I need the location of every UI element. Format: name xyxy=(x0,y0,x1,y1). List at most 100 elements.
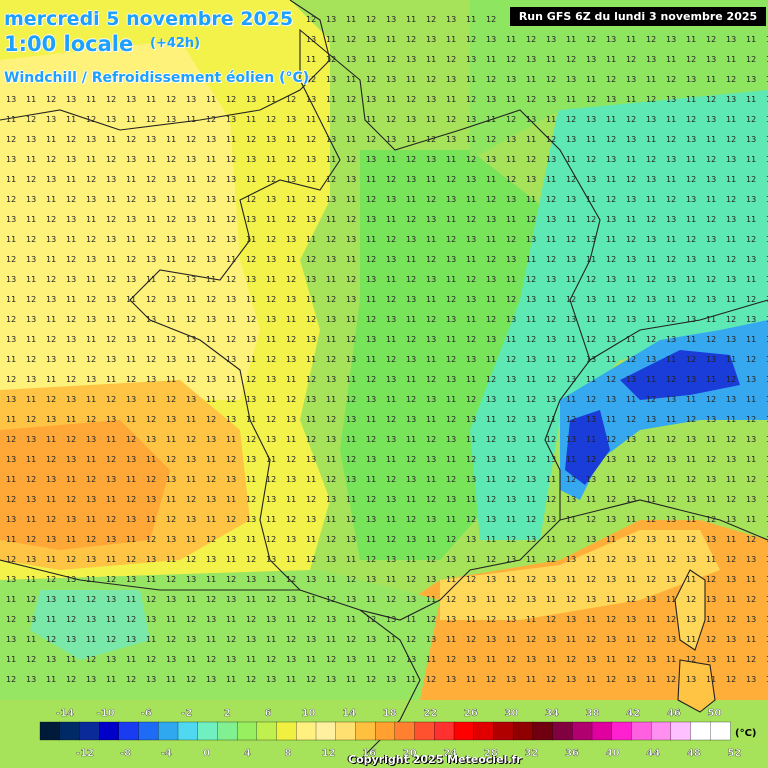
grid-value: 13 xyxy=(286,475,296,484)
grid-value: 13 xyxy=(466,115,476,124)
grid-value: 11 xyxy=(686,275,696,284)
grid-value: 12 xyxy=(306,675,316,684)
grid-value: 12 xyxy=(326,235,336,244)
grid-value: 13 xyxy=(206,255,216,264)
grid-value: 11 xyxy=(626,95,636,104)
grid-value: 13 xyxy=(606,215,616,224)
grid-value: 11 xyxy=(406,195,416,204)
grid-value: 12 xyxy=(486,255,496,264)
grid-value: 11 xyxy=(546,535,556,544)
grid-value: 12 xyxy=(126,375,136,384)
grid-value: 12 xyxy=(406,275,416,284)
grid-value: 12 xyxy=(186,615,196,624)
grid-value: 11 xyxy=(386,335,396,344)
grid-value: 13 xyxy=(126,275,136,284)
grid-value: 13 xyxy=(706,355,716,364)
grid-value: 11 xyxy=(406,675,416,684)
grid-value: 11 xyxy=(626,215,636,224)
grid-value: 12 xyxy=(566,295,576,304)
grid-value: 13 xyxy=(26,615,36,624)
grid-value: 12 xyxy=(226,575,236,584)
grid-value: 12 xyxy=(466,575,476,584)
grid-value: 12 xyxy=(506,415,516,424)
grid-value: 11 xyxy=(626,35,636,44)
grid-value: 11 xyxy=(426,235,436,244)
grid-value: 11 xyxy=(666,475,676,484)
grid-value: 12 xyxy=(46,215,56,224)
grid-value: 11 xyxy=(326,635,336,644)
grid-value: 11 xyxy=(546,355,556,364)
grid-value: 12 xyxy=(646,635,656,644)
grid-value: 13 xyxy=(346,415,356,424)
grid-value: 13 xyxy=(146,435,156,444)
legend-tick-bottom: 0 xyxy=(203,748,210,759)
legend-tick-bottom: -12 xyxy=(76,748,94,759)
grid-value: 11 xyxy=(666,295,676,304)
grid-value: 12 xyxy=(226,275,236,284)
grid-value: 12 xyxy=(106,95,116,104)
grid-value: 11 xyxy=(506,215,516,224)
grid-value: 12 xyxy=(526,575,536,584)
grid-value: 11 xyxy=(6,475,16,484)
grid-value: 13 xyxy=(566,255,576,264)
grid-value: 11 xyxy=(546,415,556,424)
grid-value: 13 xyxy=(686,615,696,624)
grid-value: 11 xyxy=(66,355,76,364)
grid-value: 13 xyxy=(326,255,336,264)
grid-value: 13 xyxy=(306,455,316,464)
grid-value: 12 xyxy=(46,575,56,584)
grid-value: 12 xyxy=(466,515,476,524)
grid-value: 12 xyxy=(186,315,196,324)
grid-value: 12 xyxy=(66,615,76,624)
grid-value: 11 xyxy=(746,395,756,404)
grid-value: 11 xyxy=(146,275,156,284)
grid-value: 11 xyxy=(326,95,336,104)
grid-value: 12 xyxy=(346,335,356,344)
grid-value: 11 xyxy=(306,595,316,604)
grid-value: 13 xyxy=(206,315,216,324)
grid-value: 12 xyxy=(546,435,556,444)
grid-value: 13 xyxy=(46,415,56,424)
grid-value: 12 xyxy=(746,415,756,424)
grid-value: 12 xyxy=(446,235,456,244)
grid-value: 12 xyxy=(186,675,196,684)
grid-value: 11 xyxy=(306,235,316,244)
grid-value: 11 xyxy=(506,575,516,584)
grid-value: 13 xyxy=(746,495,756,504)
grid-value: 12 xyxy=(346,35,356,44)
grid-value: 11 xyxy=(426,115,436,124)
grid-value: 12 xyxy=(66,135,76,144)
grid-value: 13 xyxy=(746,555,756,564)
grid-value: 13 xyxy=(746,615,756,624)
grid-value: 12 xyxy=(366,255,376,264)
grid-value: 12 xyxy=(126,135,136,144)
grid-value: 13 xyxy=(166,415,176,424)
grid-value: 12 xyxy=(546,375,556,384)
grid-value: 13 xyxy=(706,595,716,604)
grid-value: 11 xyxy=(146,395,156,404)
grid-value: 13 xyxy=(246,215,256,224)
grid-value: 13 xyxy=(646,595,656,604)
grid-value: 13 xyxy=(486,35,496,44)
grid-value: 12 xyxy=(306,315,316,324)
grid-value: 12 xyxy=(546,135,556,144)
grid-value: 11 xyxy=(346,495,356,504)
grid-value: 12 xyxy=(426,255,436,264)
grid-value: 11 xyxy=(666,115,676,124)
grid-value: 12 xyxy=(66,255,76,264)
grid-value: 13 xyxy=(106,415,116,424)
grid-value: 12 xyxy=(306,75,316,84)
grid-value: 12 xyxy=(526,455,536,464)
grid-value: 11 xyxy=(366,175,376,184)
grid-value: 11 xyxy=(86,95,96,104)
grid-value: 11 xyxy=(366,535,376,544)
grid-value: 11 xyxy=(446,95,456,104)
grid-value: 11 xyxy=(566,275,576,284)
grid-value: 11 xyxy=(586,375,596,384)
legend-tick-top: 6 xyxy=(264,708,271,719)
grid-value: 13 xyxy=(306,95,316,104)
grid-value: 12 xyxy=(326,475,336,484)
grid-value: 13 xyxy=(766,595,768,604)
grid-value: 11 xyxy=(726,415,736,424)
grid-value: 12 xyxy=(726,675,736,684)
